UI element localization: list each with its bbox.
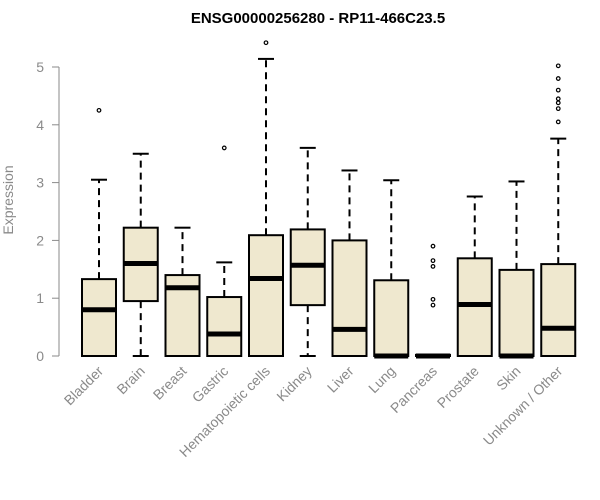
y-tick-label: 5 xyxy=(36,59,44,75)
box-skin xyxy=(498,180,535,359)
outlier-point xyxy=(430,264,436,269)
box-hematopoietic-cells xyxy=(248,40,284,357)
outlier-point xyxy=(555,76,561,81)
y-tick-label: 3 xyxy=(36,175,44,191)
outlier-point xyxy=(555,100,561,106)
chart-title: ENSG00000256280 - RP11-466C23.5 xyxy=(191,10,445,27)
x-tick-label: Brain xyxy=(113,363,147,397)
outlier-point xyxy=(430,296,436,302)
y-axis: 0 1 2 3 4 5 xyxy=(36,59,60,364)
outlier-point xyxy=(555,96,561,102)
y-tick-label: 4 xyxy=(36,117,44,133)
box-iqr xyxy=(206,296,243,358)
outlier-point xyxy=(555,106,561,112)
outlier-point xyxy=(221,145,227,151)
box-kidney xyxy=(289,146,326,357)
box-iqr xyxy=(373,279,410,358)
box-liver xyxy=(331,169,368,357)
x-tick-label: Liver xyxy=(324,363,357,396)
outlier-point xyxy=(430,302,436,308)
x-tick-label: Breast xyxy=(150,363,190,403)
box-iqr xyxy=(331,239,368,357)
box-breast xyxy=(164,226,201,357)
outlier-point xyxy=(555,63,561,69)
box-bladder xyxy=(81,107,117,358)
box-brain xyxy=(122,152,159,357)
outlier-point xyxy=(555,119,561,125)
box-gastric xyxy=(206,145,243,358)
box-pancreas xyxy=(415,243,451,359)
x-tick-label: Unknown / Other xyxy=(480,363,566,449)
outlier-point xyxy=(430,258,436,264)
outlier-point xyxy=(430,243,436,249)
box-iqr xyxy=(456,257,493,357)
x-tick-label: Lung xyxy=(365,363,398,396)
x-tick-label: Skin xyxy=(493,363,524,394)
outlier-point xyxy=(555,87,561,93)
x-tick-label: Bladder xyxy=(61,363,107,409)
y-tick-label: 0 xyxy=(36,348,44,364)
box-unknown-other xyxy=(540,63,577,357)
box-iqr xyxy=(540,263,577,357)
outlier-point xyxy=(263,40,269,46)
y-tick-label: 2 xyxy=(36,232,44,248)
x-tick-label: Prostate xyxy=(434,363,482,411)
box-series xyxy=(81,40,577,359)
box-lung xyxy=(373,179,410,359)
box-iqr xyxy=(498,268,535,357)
y-tick-label: 1 xyxy=(36,290,44,306)
box-iqr xyxy=(81,278,117,358)
box-prostate xyxy=(456,195,493,357)
box-iqr xyxy=(248,234,284,357)
outlier-point xyxy=(96,107,102,113)
x-tick-label: Kidney xyxy=(273,363,315,405)
y-axis-label: Expression xyxy=(0,165,16,234)
